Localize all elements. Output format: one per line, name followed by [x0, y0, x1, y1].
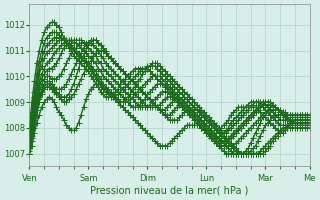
X-axis label: Pression niveau de la mer( hPa ): Pression niveau de la mer( hPa ) — [90, 186, 249, 196]
